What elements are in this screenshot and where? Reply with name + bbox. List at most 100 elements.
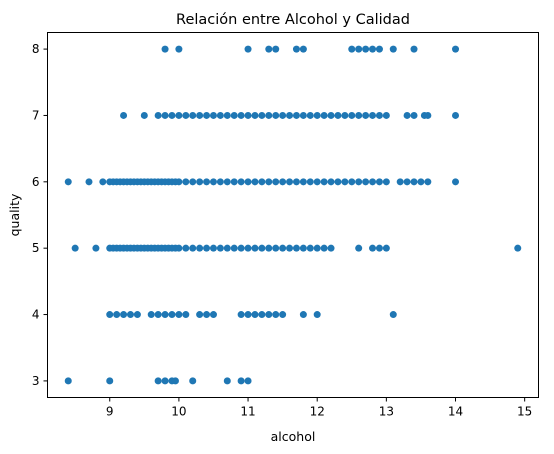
scatter-point [362,178,370,186]
scatter-point [251,111,259,119]
scatter-point [251,244,259,252]
scatter-point [279,311,287,319]
scatter-point [272,111,280,119]
scatter-point [355,178,363,186]
scatter-point [230,244,238,252]
scatter-point [161,311,169,319]
scatter-point [182,244,190,252]
scatter-point [120,311,128,319]
y-tick-label: 8 [32,42,40,56]
x-tick-label: 15 [517,405,532,419]
scatter-point [196,111,204,119]
scatter-point [417,178,425,186]
scatter-point [272,311,280,319]
scatter-point [286,178,294,186]
scatter-point [154,377,162,385]
scatter-point [313,111,321,119]
scatter-point [244,244,252,252]
scatter-point [375,178,383,186]
scatter-point [452,111,460,119]
scatter-point [182,111,190,119]
scatter-point [320,178,328,186]
scatter-point [265,111,273,119]
scatter-point [209,178,217,186]
axis-ticks: 9 10 11 12 13 14 15 3 4 5 6 7 8 [32,42,532,418]
scatter-point [230,111,238,119]
y-tick-label: 7 [32,108,40,122]
scatter-point [147,311,155,319]
scatter-point [327,178,335,186]
scatter-point [327,111,335,119]
scatter-point [272,178,280,186]
scatter-point [71,244,79,252]
scatter-point [306,244,314,252]
scatter-point [272,244,280,252]
scatter-point [258,178,266,186]
scatter-point [237,178,245,186]
scatter-point [299,111,307,119]
x-axis-label: alcohol [271,429,316,444]
scatter-point [362,45,370,53]
scatter-point [389,311,397,319]
x-tick-label: 10 [171,405,186,419]
scatter-point [64,377,72,385]
scatter-point [265,45,273,53]
scatter-point [203,311,211,319]
scatter-point [189,377,197,385]
scatter-point [209,244,217,252]
scatter-point [182,311,190,319]
scatter-point [299,311,307,319]
scatter-point [313,244,321,252]
scatter-point [175,311,183,319]
scatter-point [196,178,204,186]
scatter-point [196,244,204,252]
scatter-point [223,244,231,252]
y-tick-label: 4 [32,308,40,322]
scatter-point [355,244,363,252]
scatter-point [175,244,183,252]
scatter-point [313,178,321,186]
scatter-point [306,178,314,186]
scatter-point [320,244,328,252]
scatter-point [203,178,211,186]
scatter-point [189,178,197,186]
scatter-point [265,178,273,186]
scatter-point [258,111,266,119]
x-tick-label: 13 [379,405,394,419]
scatter-point [320,111,328,119]
plot-frame [47,32,539,398]
scatter-point [334,111,342,119]
scatter-point [244,377,252,385]
scatter-point [203,244,211,252]
scatter-point [292,45,300,53]
scatter-point [237,377,245,385]
scatter-point [196,311,204,319]
scatter-point [382,111,390,119]
scatter-point [382,178,390,186]
scatter-point [182,178,190,186]
scatter-point [279,244,287,252]
scatter-point [209,311,217,319]
scatter-point [175,178,183,186]
scatter-point [369,111,377,119]
scatter-point [99,178,107,186]
scatter-point [120,111,128,119]
scatter-point [237,111,245,119]
scatter-point [230,178,238,186]
scatter-point [265,311,273,319]
scatter-point [369,244,377,252]
scatter-point [244,111,252,119]
scatter-point [341,111,349,119]
scatter-point [154,311,162,319]
scatter-point [299,45,307,53]
scatter-point [389,45,397,53]
scatter-point [375,45,383,53]
scatter-point [113,311,121,319]
scatter-point [369,178,377,186]
scatter-point [106,377,114,385]
scatter-point [161,377,169,385]
scatter-point [286,244,294,252]
scatter-point [348,45,356,53]
scatter-point [237,311,245,319]
scatter-point [348,178,356,186]
